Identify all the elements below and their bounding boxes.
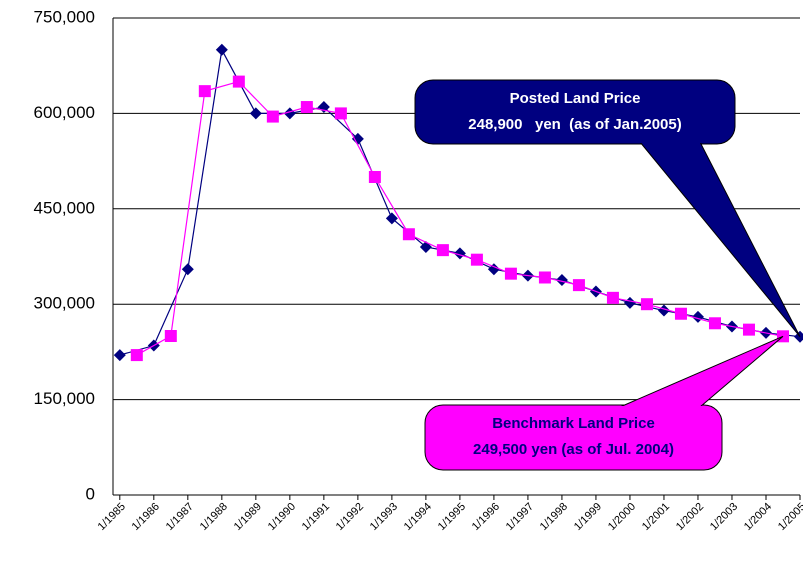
point bbox=[470, 253, 483, 266]
x-tick-label: 1/1996 bbox=[470, 501, 502, 533]
x-tick-label: 1/2003 bbox=[708, 501, 740, 533]
x-tick-label: 1/1985 bbox=[96, 501, 128, 533]
y-tick-label: 750,000 bbox=[34, 7, 95, 26]
x-tick-label: 1/1991 bbox=[300, 501, 332, 533]
point bbox=[351, 132, 364, 145]
x-tick-label: 1/1992 bbox=[334, 501, 366, 533]
y-tick-label: 0 bbox=[86, 484, 95, 503]
callout-text: 248,900 yen (as of Jan.2005) bbox=[468, 116, 681, 133]
x-tick-label: 1/1990 bbox=[266, 501, 298, 533]
callout: Benchmark Land Price 249,500 yen (as of J… bbox=[424, 335, 784, 471]
point bbox=[487, 263, 500, 276]
callout-text: 249,500 yen (as of Jul. 2004) bbox=[473, 441, 674, 458]
x-tick-label: 1/2000 bbox=[606, 501, 638, 533]
point bbox=[794, 330, 803, 343]
callout-cover bbox=[416, 81, 734, 143]
point bbox=[368, 171, 381, 183]
point bbox=[674, 307, 687, 320]
point bbox=[606, 291, 619, 304]
x-tick-label: 1/1987 bbox=[164, 501, 196, 533]
callout-pointer bbox=[619, 335, 784, 408]
point bbox=[300, 101, 313, 114]
point bbox=[436, 244, 449, 257]
x-tick-label: 1/1997 bbox=[504, 501, 536, 533]
x-tick-label: 1/1989 bbox=[232, 501, 264, 533]
x-tick-label: 1/1999 bbox=[572, 501, 604, 533]
x-tick-label: 1/2005 bbox=[776, 501, 803, 533]
y-tick-label: 300,000 bbox=[34, 294, 95, 313]
x-tick-label: 1/1993 bbox=[368, 501, 400, 533]
point bbox=[402, 228, 415, 241]
x-tick-label: 1/1994 bbox=[402, 501, 434, 533]
point bbox=[181, 263, 194, 276]
point bbox=[164, 330, 177, 342]
point bbox=[215, 43, 228, 56]
point bbox=[555, 274, 568, 287]
callout-text: Posted Land Price bbox=[510, 90, 641, 107]
y-tick-label: 150,000 bbox=[34, 389, 95, 408]
point bbox=[708, 317, 721, 330]
point bbox=[504, 267, 517, 280]
x-tick-label: 1/1988 bbox=[198, 501, 230, 533]
point bbox=[334, 107, 347, 120]
x-tick-label: 1/2004 bbox=[742, 501, 774, 533]
x-tick-label: 1/2001 bbox=[640, 501, 672, 533]
x-tick-label: 1/2002 bbox=[674, 501, 706, 533]
callout-cover bbox=[426, 406, 721, 469]
y-tick-label: 450,000 bbox=[34, 198, 95, 217]
point bbox=[623, 296, 636, 309]
x-tick-label: 1/1986 bbox=[130, 501, 162, 533]
x-tick-label: 1/1998 bbox=[538, 501, 570, 533]
point bbox=[538, 271, 551, 284]
point bbox=[266, 110, 279, 123]
point bbox=[130, 349, 143, 362]
y-tick-label: 600,000 bbox=[34, 103, 95, 122]
point bbox=[249, 107, 262, 120]
x-tick-label: 1/1995 bbox=[436, 501, 468, 533]
point bbox=[198, 85, 211, 98]
callout: Posted Land Price 248,900 yen (as of Jan.… bbox=[414, 79, 801, 338]
point bbox=[232, 75, 245, 88]
point bbox=[742, 323, 755, 336]
point bbox=[385, 212, 398, 225]
point bbox=[572, 279, 585, 292]
point bbox=[640, 298, 653, 311]
point bbox=[113, 349, 126, 362]
callout-text: Benchmark Land Price bbox=[492, 415, 655, 432]
